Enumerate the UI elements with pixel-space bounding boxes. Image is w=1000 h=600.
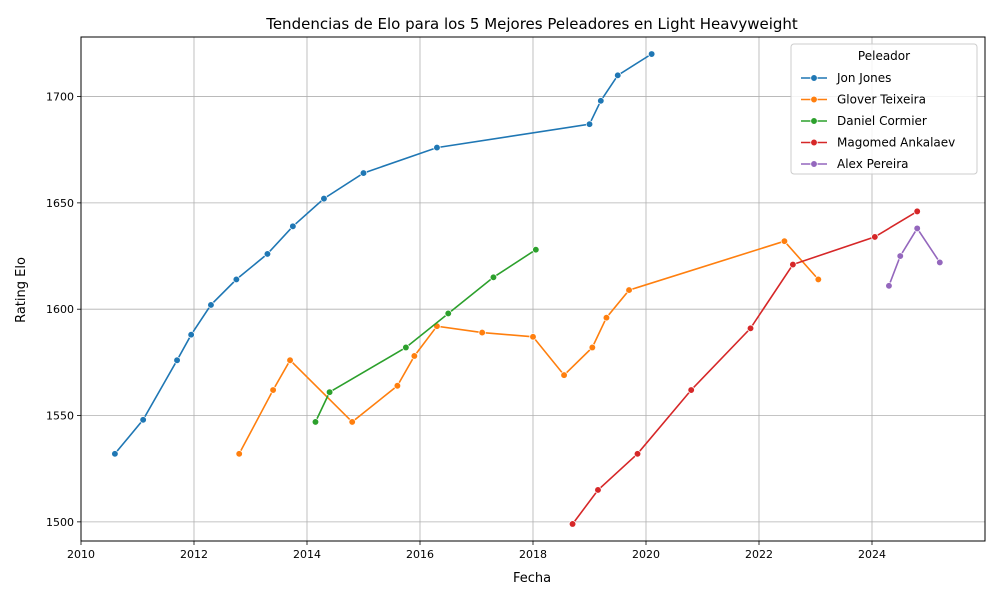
legend-item: Daniel Cormier <box>801 114 927 128</box>
data-point <box>207 301 215 309</box>
data-point <box>913 224 921 233</box>
legend-item: Magomed Ankalaev <box>801 136 955 150</box>
series-jon-jones <box>111 50 656 458</box>
data-point <box>871 233 879 241</box>
series-line <box>888 226 941 287</box>
data-point <box>173 356 181 364</box>
x-tick-label: 2022 <box>745 548 773 561</box>
data-point <box>320 194 328 203</box>
y-tick-label: 1600 <box>46 303 74 316</box>
y-tick-label: 1550 <box>46 410 74 423</box>
data-point <box>348 418 356 426</box>
data-point <box>393 382 402 390</box>
data-point <box>311 418 320 426</box>
data-point <box>325 388 334 396</box>
data-point <box>269 386 277 394</box>
legend-title: Peleador <box>858 49 910 63</box>
legend-label: Alex Pereira <box>837 157 909 171</box>
data-point <box>560 371 568 379</box>
data-point <box>478 328 486 337</box>
legend-label: Magomed Ankalaev <box>837 136 955 150</box>
legend-marker <box>810 160 818 168</box>
legend-label: Daniel Cormier <box>837 114 927 128</box>
data-point <box>286 356 294 364</box>
data-point <box>687 386 695 394</box>
y-axis: 1500 1550 1600 1650 1700 <box>46 91 81 529</box>
y-tick-label: 1500 <box>46 516 74 529</box>
legend-item: Jon Jones <box>801 71 891 85</box>
series-daniel-cormier <box>311 246 540 426</box>
data-point <box>936 258 944 267</box>
data-point <box>263 250 272 258</box>
series-layer <box>111 50 944 528</box>
data-point <box>814 275 822 284</box>
series-line <box>571 210 918 525</box>
data-point <box>568 520 577 528</box>
data-point <box>585 120 594 128</box>
data-point <box>235 450 243 458</box>
legend-label: Glover Teixeira <box>837 93 926 107</box>
data-point <box>529 333 537 341</box>
x-tick-label: 2014 <box>293 548 321 561</box>
series-magomed-ankalaev <box>568 207 921 528</box>
legend-label: Jon Jones <box>836 71 891 85</box>
data-point <box>289 222 297 230</box>
data-point <box>588 343 596 352</box>
data-point <box>602 314 611 322</box>
data-point <box>594 486 602 494</box>
data-point <box>597 97 605 105</box>
data-point <box>444 309 452 318</box>
data-point <box>648 50 656 58</box>
x-tick-label: 2012 <box>180 548 208 561</box>
data-point <box>625 286 633 294</box>
x-tick-label: 2024 <box>858 548 886 561</box>
x-axis-label: Fecha <box>513 571 551 586</box>
data-point <box>402 343 410 352</box>
data-point <box>746 324 755 332</box>
y-tick-label: 1650 <box>46 197 74 210</box>
data-point <box>139 416 147 424</box>
data-point <box>187 331 195 339</box>
x-tick-label: 2010 <box>67 548 95 561</box>
x-tick-label: 2018 <box>519 548 547 561</box>
legend-box <box>790 43 978 175</box>
data-point <box>410 352 419 360</box>
data-point <box>232 275 241 284</box>
x-axis: 2010 2012 2014 2016 2018 2020 2022 2024 <box>67 541 886 561</box>
data-point <box>433 143 441 152</box>
data-point <box>614 71 622 79</box>
legend-item: Glover Teixeira <box>801 93 926 107</box>
x-tick-label: 2016 <box>406 548 434 561</box>
data-point <box>789 260 797 269</box>
legend-marker <box>810 74 818 82</box>
legend-marker <box>810 95 818 104</box>
data-point <box>489 273 498 281</box>
x-tick-label: 2020 <box>632 548 660 561</box>
y-tick-label: 1700 <box>46 91 74 104</box>
data-point <box>780 237 789 245</box>
data-point <box>359 169 368 177</box>
legend-item: Alex Pereira <box>801 157 909 171</box>
chart-title: Tendencias de Elo para los 5 Mejores Pel… <box>265 15 798 33</box>
data-point <box>896 252 904 260</box>
legend-marker <box>810 138 818 147</box>
y-axis-label: Rating Elo <box>14 257 29 323</box>
series-line <box>314 249 537 423</box>
legend: Peleador Jon Jones Glover Teixeira Daniel C… <box>790 43 978 175</box>
data-point <box>633 450 642 458</box>
data-point <box>913 207 921 216</box>
data-point <box>885 282 893 290</box>
legend-marker <box>810 117 818 125</box>
data-point <box>532 246 540 254</box>
series-alex-pereira <box>885 224 944 290</box>
data-point <box>111 450 119 458</box>
